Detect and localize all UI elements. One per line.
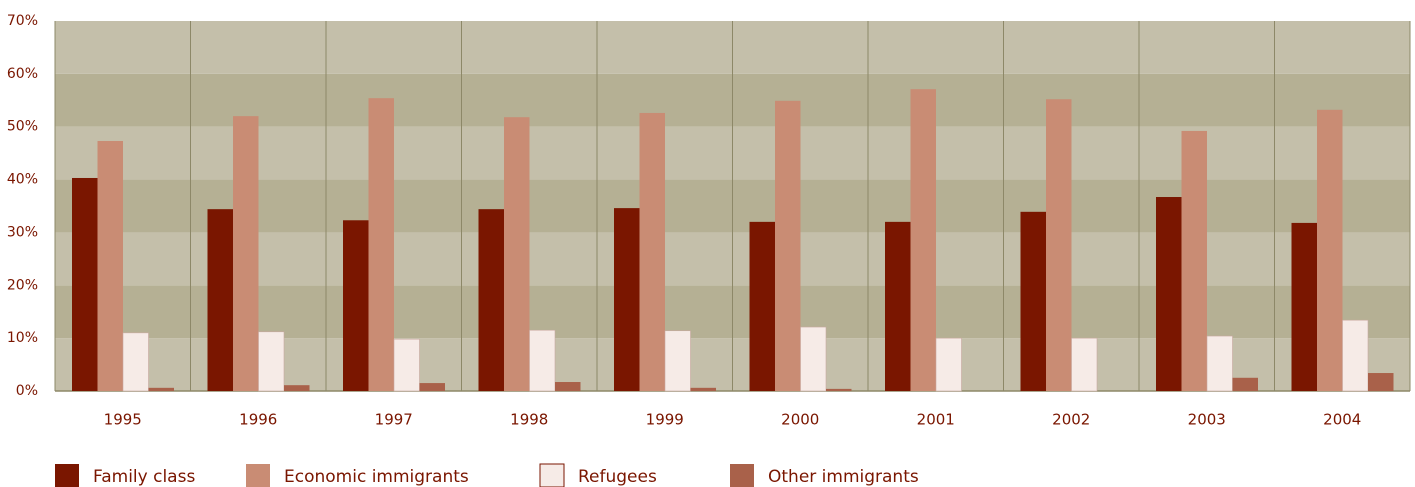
bar: [1232, 377, 1258, 391]
bar: [233, 116, 259, 392]
x-tick-label: 2002: [1052, 411, 1090, 429]
x-tick-label: 1995: [104, 411, 142, 429]
bar: [826, 388, 852, 391]
bar: [775, 100, 801, 392]
bar: [555, 382, 581, 391]
bar: [207, 209, 233, 391]
bar: [258, 331, 285, 392]
x-tick-label: 2003: [1188, 411, 1226, 429]
x-tick-label: 1999: [646, 411, 684, 429]
bar: [368, 98, 394, 392]
y-tick-label: 50%: [7, 119, 38, 135]
bar: [1291, 222, 1317, 391]
bar: [935, 337, 962, 392]
bar: [1317, 109, 1343, 392]
bar: [639, 112, 665, 391]
bar: [1206, 335, 1233, 392]
x-tick-label: 2000: [781, 411, 819, 429]
x-tick-label: 1998: [510, 411, 548, 429]
legend-swatch: [55, 464, 79, 487]
legend-label: Economic immigrants: [284, 467, 469, 487]
bar: [1342, 319, 1369, 392]
bar: [284, 385, 310, 391]
y-tick-label: 60%: [7, 66, 38, 82]
bar: [419, 383, 445, 391]
x-tick-label: 1997: [375, 411, 413, 429]
bar: [393, 338, 420, 392]
bar: [504, 117, 530, 391]
bar: [97, 140, 123, 391]
x-tick-label: 2004: [1323, 411, 1361, 429]
bar: [614, 208, 640, 391]
legend-label: Other immigrants: [768, 467, 919, 487]
bar: [1156, 197, 1182, 391]
y-tick-label: 70%: [7, 13, 38, 29]
bar: [1020, 211, 1046, 391]
bar: [749, 221, 775, 391]
x-tick-label: 1996: [239, 411, 277, 429]
legend-swatch: [730, 464, 754, 487]
legend-label: Refugees: [578, 467, 657, 487]
bar: [343, 220, 369, 391]
bar: [1368, 373, 1394, 391]
legend-label: Family class: [93, 467, 195, 487]
y-tick-label: 20%: [7, 277, 38, 293]
bar: [1071, 337, 1098, 392]
bar: [529, 329, 556, 392]
y-tick-label: 40%: [7, 172, 38, 188]
bar: [1046, 99, 1072, 391]
x-tick-label: 2001: [917, 411, 955, 429]
bar: [885, 221, 911, 391]
y-tick-label: 0%: [16, 383, 38, 399]
bar: [148, 387, 174, 391]
bar: [478, 209, 504, 391]
bar: [1181, 130, 1207, 391]
bar: [122, 332, 149, 392]
bar: [690, 387, 716, 391]
legend-swatch: [539, 463, 565, 487]
bar: [800, 326, 827, 392]
y-tick-label: 30%: [7, 224, 38, 240]
bar: [72, 177, 98, 391]
bar: [664, 330, 691, 392]
legend-swatch: [246, 464, 270, 487]
y-tick-label: 10%: [7, 330, 38, 346]
bar: [910, 89, 936, 391]
